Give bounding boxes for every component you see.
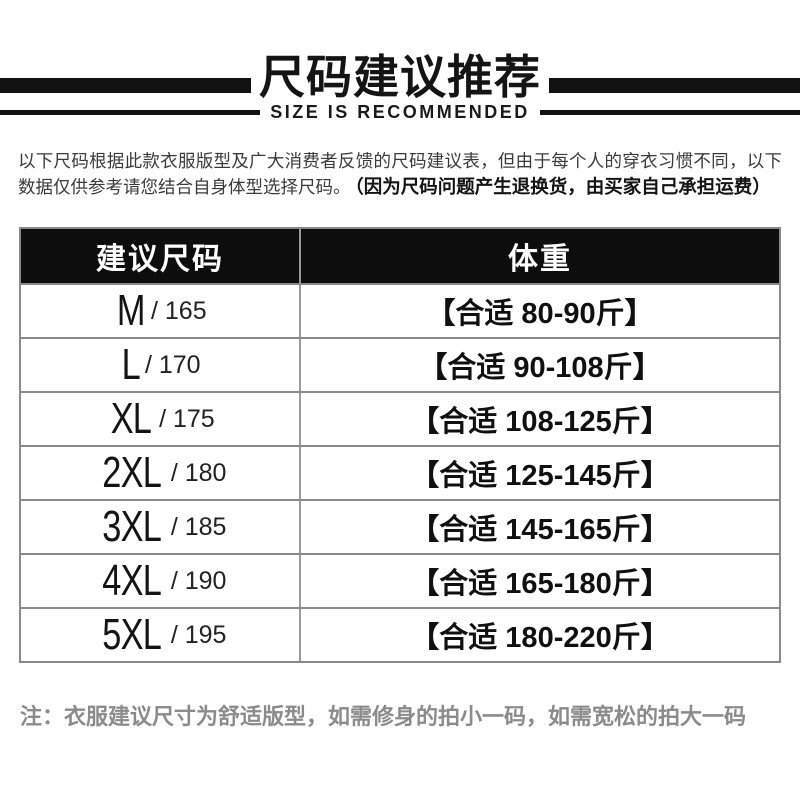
size-cell: M / 165 (21, 285, 299, 337)
intro-paragraph: 以下尺码根据此款衣服版型及广大消费者反馈的尺码建议表，但由于每个人的穿衣习惯不同… (18, 149, 782, 201)
height-label: / 170 (144, 350, 201, 379)
size-table: 建议尺码 体重 M / 165 【合适 80-90斤】 L / 170 【合适 … (19, 227, 781, 664)
column-header-weight: 体重 (299, 229, 779, 284)
subtitle-divider-bar-right (539, 110, 800, 115)
height-label: / 175 (159, 404, 215, 433)
size-label: 3XL (101, 502, 162, 552)
intro-text: 以下尺码根据此款衣服版型及广大消费者反馈的尺码建议表，但由于每个人的穿衣习惯不同… (18, 151, 782, 198)
table-row: 3XL / 185 【合适 145-165斤】 (21, 499, 779, 554)
weight-label: 【合适 165-180斤】 (410, 568, 670, 601)
table-row: L / 170 【合适 90-108斤】 (21, 337, 779, 392)
title-row: 尺码建议推荐 (0, 54, 800, 100)
weight-label: 【合适 90-108斤】 (418, 352, 662, 385)
masthead: 尺码建议推荐 SIZE IS RECOMMENDED (0, 0, 800, 123)
weight-cell: 【合适 108-125斤】 (299, 393, 779, 446)
size-cell: 3XL / 185 (21, 501, 299, 553)
weight-label: 【合适 108-125斤】 (410, 406, 670, 439)
height-label: / 190 (170, 566, 227, 595)
size-label: XL (110, 394, 152, 444)
size-cell: 4XL / 190 (21, 555, 299, 607)
subtitle-divider-bar-left (0, 110, 261, 115)
table-row: XL / 175 【合适 108-125斤】 (21, 391, 779, 446)
weight-label: 【合适 180-220斤】 (410, 622, 670, 655)
height-label: / 185 (170, 512, 227, 541)
weight-label: 【合适 80-90斤】 (426, 298, 654, 331)
size-cell: XL / 175 (21, 393, 299, 445)
height-label: / 180 (170, 458, 227, 487)
weight-label: 【合适 145-165斤】 (410, 514, 670, 547)
page-title: 尺码建议推荐 (259, 51, 541, 103)
size-label: 4XL (101, 556, 162, 606)
weight-cell: 【合适 165-180斤】 (299, 555, 779, 608)
footnote: 注：衣服建议尺寸为舒适版型，如需修身的拍小一码，如需宽松的拍大一码 (20, 704, 747, 730)
size-label: 5XL (101, 610, 162, 660)
title-divider-bar-right (549, 78, 800, 93)
intro-note-bold: （因为尺码问题产生退换货，由买家自己承担运费） (354, 176, 771, 198)
size-cell: L / 170 (21, 339, 299, 391)
size-label: 2XL (101, 448, 162, 498)
subtitle-row: SIZE IS RECOMMENDED (0, 102, 800, 123)
title-divider-bar-left (0, 78, 251, 93)
weight-cell: 【合适 180-220斤】 (299, 609, 779, 662)
weight-cell: 【合适 90-108斤】 (299, 339, 779, 392)
height-label: / 195 (170, 620, 227, 649)
column-header-size: 建议尺码 (96, 243, 224, 277)
height-label: / 165 (151, 296, 207, 325)
size-label: L (122, 340, 141, 390)
size-label: M (117, 286, 146, 336)
weight-cell: 【合适 80-90斤】 (299, 285, 779, 338)
size-cell: 2XL / 180 (21, 447, 299, 499)
table-row: 5XL / 195 【合适 180-220斤】 (21, 607, 779, 662)
table-header-row: 建议尺码 体重 (21, 229, 779, 284)
page-subtitle: SIZE IS RECOMMENDED (270, 102, 530, 122)
table-row: M / 165 【合适 80-90斤】 (21, 283, 779, 338)
weight-cell: 【合适 145-165斤】 (299, 501, 779, 554)
size-cell: 5XL / 195 (21, 609, 299, 661)
table-row: 2XL / 180 【合适 125-145斤】 (21, 445, 779, 500)
table-row: 4XL / 190 【合适 165-180斤】 (21, 553, 779, 608)
weight-cell: 【合适 125-145斤】 (299, 447, 779, 500)
weight-label: 【合适 125-145斤】 (410, 460, 670, 493)
